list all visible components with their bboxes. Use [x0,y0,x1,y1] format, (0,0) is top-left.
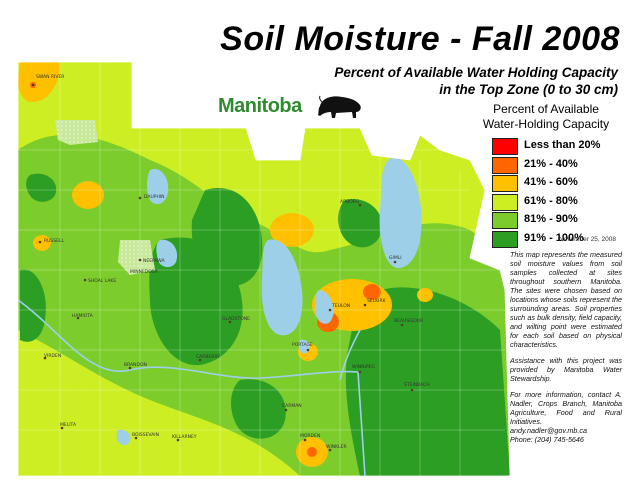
town-label: MELITA [60,422,77,428]
legend-item: 81% - 90% [492,212,632,229]
legend-item: 61% - 80% [492,193,632,211]
legend-swatch [492,212,518,229]
town-label: VIRDEN [44,353,61,359]
notes-assistance: Assistance with this project was provide… [510,356,622,383]
legend-swatch [492,175,518,192]
town-label: TEULON [331,303,350,309]
town-label: ARBORG [340,199,360,205]
zone-91-100-east [345,287,510,476]
town-label: SHOAL LAKE [88,278,116,284]
town-label: CARMAN [282,403,302,409]
town-label: RUSSELL [44,238,64,244]
zone-21-40-morden [307,447,317,457]
notes-contact: For more information, contact A. Nadler,… [510,390,622,444]
legend-label: 81% - 90% [524,213,578,225]
town-label: MORDEN [300,433,320,439]
bison-icon [318,95,361,118]
map-date: November 25, 2008 [558,236,616,243]
legend-label: 21% - 40% [524,157,578,170]
no-data-west [118,240,155,275]
logo-text: Manitoba [218,95,302,117]
legend-title: Percent of Available Water-Holding Capac… [466,102,626,132]
legend-item: Less than 20% [492,138,632,155]
zone-91-100-southcentral [231,379,286,439]
contact-email[interactable]: andy.nadler@gov.mb.ca [510,426,587,435]
lake-south [116,429,131,446]
legend-label: 61% - 80% [524,194,578,207]
zone-91-100-sw [20,269,46,342]
legend-label: Less than 20% [524,139,601,151]
lake-interlake [314,290,334,324]
contact-phone: Phone: (204) 745-5646 [510,435,584,444]
town-label: SELKIRK [367,298,387,304]
lake-dauphin [156,239,178,268]
notes-contact-text: For more information, contact A. Nadler,… [510,390,622,426]
zone-41-60-dauphin [72,181,104,209]
legend-swatch [492,138,518,155]
zone-21-40-selkirk [363,284,381,300]
manitoba-logo: Manitoba [218,92,368,122]
notes-description: This map represents the measured soil mo… [510,250,622,349]
town-label: MINNEDOSA [130,269,159,275]
legend-title-line-2: Water-Holding Capacity [482,117,610,131]
legend-swatch [492,193,518,211]
map-subtitle: Percent of Available Water Holding Capac… [250,64,618,98]
town-label: NEEPAWA [143,258,166,264]
town-label: SWAN RIVER [36,74,64,80]
lake-winnipeg [379,157,422,269]
town-labels: SWAN RIVER DAUPHIN RUSSELL NEEPAWA MINNE… [36,74,430,450]
town-label: BRANDON [124,362,147,368]
lake-winnipegosis [147,168,169,205]
town-label: GIMLI [389,255,402,261]
subtitle-line-1: Percent of Available Water Holding Capac… [334,65,618,80]
legend-swatch [492,230,518,248]
town-label: WINNIPEG [352,364,375,370]
province-outline [17,61,511,477]
town-label: BEAUSEJOUR [394,318,423,324]
town-label: GLADSTONE [222,316,250,322]
legend-label: 41% - 60% [524,176,578,188]
town-label: KILLARNEY [172,434,197,440]
zone-61-80-sw [18,360,210,476]
lakes [116,157,422,446]
legend-swatch [492,156,518,174]
rivers [18,299,366,476]
town-label: CARBERRY [196,354,220,360]
town-label: BOISSEVAIN [132,432,159,438]
town-label: WINKLER [326,444,347,450]
zone-41-60-east [417,288,433,302]
legend-item: 91% - 100% [492,230,632,248]
legend-label: 91% - 100% [524,231,584,244]
zone-91-100-nw [26,173,57,202]
legend-item: 41% - 60% [492,175,632,192]
zone-41-60-swan [18,62,61,103]
legend-item: 21% - 40% [492,156,632,174]
legend-title-line-1: Percent of Available [493,102,599,116]
zone-91-100-interlake [338,199,383,248]
zone-41-60-russell [33,235,51,251]
zone-91-100-central [191,188,263,286]
subtitle-line-2: in the Top Zone (0 to 30 cm) [439,82,618,97]
lake-manitoba [261,239,303,336]
map-notes: This map represents the measured soil mo… [510,250,622,444]
legend: Less than 20% 21% - 40% 41% - 60% 61% - … [492,138,632,249]
town-label: STEINBACH [404,382,430,388]
town-label: DAUPHIN [144,194,165,200]
no-data-riding-mountain [55,120,98,145]
town-label: PORTAGE [292,342,313,348]
map-title: Soil Moisture - Fall 2008 [220,20,620,58]
town-markers [31,83,414,452]
town-label: HAMIOTA [72,313,94,319]
